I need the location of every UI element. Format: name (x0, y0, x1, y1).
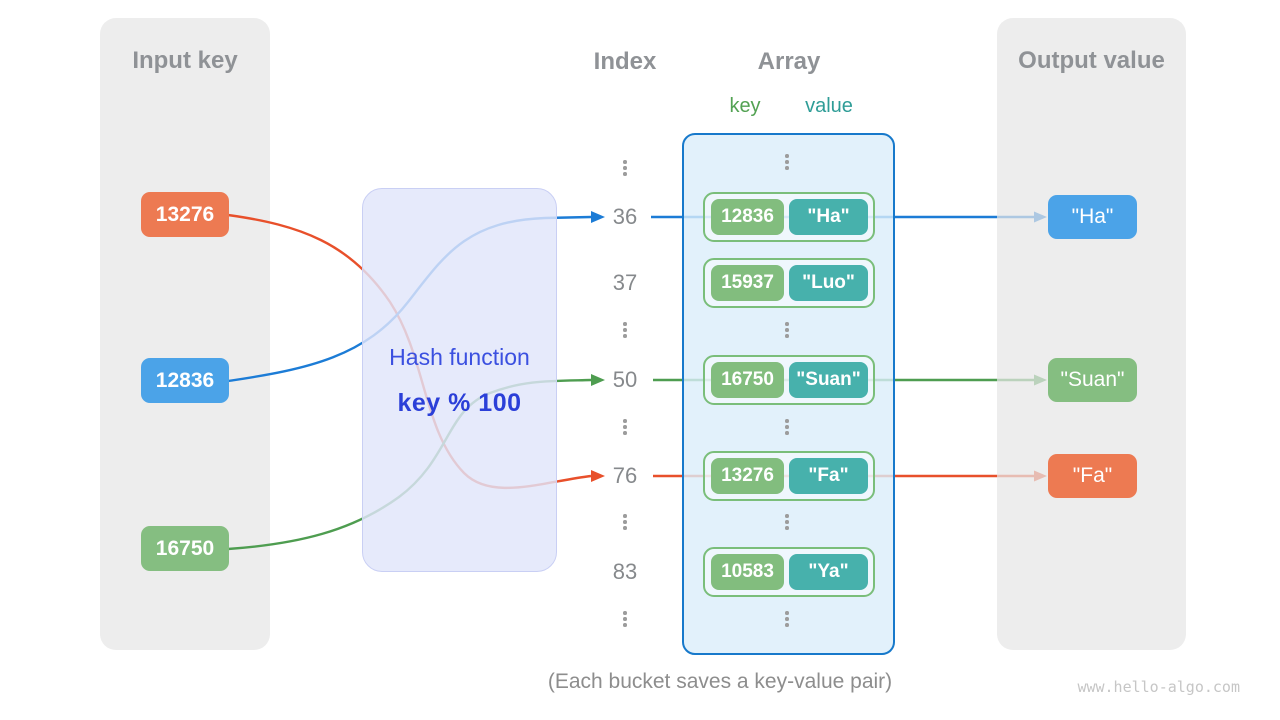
ellipsis-icon (781, 154, 793, 170)
ellipsis-icon (781, 514, 793, 530)
bucket-key: 15937 (711, 265, 784, 301)
bucket-key: 12836 (711, 199, 784, 235)
output-value-ha: "Ha" (1048, 195, 1137, 239)
ellipsis-icon (781, 322, 793, 338)
index-76: 76 (612, 463, 638, 488)
ellipsis-icon (619, 611, 631, 627)
output-value-suan: "Suan" (1048, 358, 1137, 402)
output-value-title: Output value (1018, 47, 1165, 74)
bucket-key: 16750 (711, 362, 784, 398)
bucket-index76: 13276 "Fa" (703, 451, 875, 501)
output-value-panel (997, 18, 1186, 650)
bucket-key: 10583 (711, 554, 784, 590)
watermark: www.hello-algo.com (1077, 678, 1240, 696)
ellipsis-icon (619, 160, 631, 176)
input-key-13276: 13276 (141, 192, 229, 237)
hash-function-label: Hash function (389, 344, 530, 370)
ellipsis-icon (619, 322, 631, 338)
bucket-value: "Ya" (789, 554, 868, 590)
ellipsis-icon (781, 611, 793, 627)
input-key-16750: 16750 (141, 526, 229, 571)
bucket-key: 13276 (711, 458, 784, 494)
input-key-title: Input key (132, 47, 238, 74)
index-37: 37 (612, 270, 638, 295)
index-36: 36 (612, 204, 638, 229)
hash-function-formula: key % 100 (397, 389, 522, 417)
bucket-index36: 12836 "Ha" (703, 192, 875, 242)
input-key-12836: 12836 (141, 358, 229, 403)
index-50: 50 (612, 367, 638, 392)
array-key-header: key (729, 95, 761, 117)
index-83: 83 (612, 559, 638, 584)
hash-function-box (362, 188, 557, 572)
bucket-value: "Ha" (789, 199, 868, 235)
bucket-value: "Luo" (789, 265, 868, 301)
output-value-fa: "Fa" (1048, 454, 1137, 498)
bucket-index37: 15937 "Luo" (703, 258, 875, 308)
bucket-index83: 10583 "Ya" (703, 547, 875, 597)
bucket-value: "Fa" (789, 458, 868, 494)
bucket-index50: 16750 "Suan" (703, 355, 875, 405)
ellipsis-icon (781, 419, 793, 435)
diagram-caption: (Each bucket saves a key-value pair) (547, 670, 893, 693)
ellipsis-icon (619, 419, 631, 435)
array-value-header: value (805, 95, 853, 117)
bucket-value: "Suan" (789, 362, 868, 398)
index-column-title: Index (593, 48, 657, 75)
ellipsis-icon (619, 514, 631, 530)
array-column-title: Array (757, 48, 821, 75)
